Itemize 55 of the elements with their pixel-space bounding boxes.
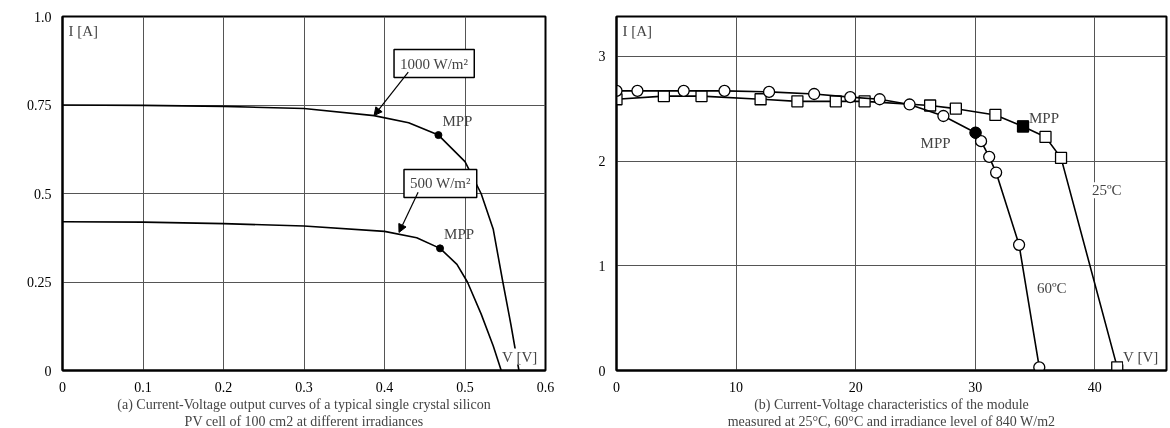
annotation: 1000 W/m² — [400, 55, 469, 72]
y-tick-label: 0.5 — [34, 186, 52, 202]
x-tick-label: 0.2 — [214, 379, 233, 395]
x-tick-label: 20 — [848, 379, 863, 395]
x-tick-label: 0 — [613, 379, 620, 395]
y-tick-label: 1.0 — [34, 9, 52, 25]
point — [718, 84, 731, 97]
point — [923, 99, 937, 112]
y-tick-label: 0.75 — [27, 98, 52, 113]
point — [1111, 361, 1124, 371]
x-axis-title: V [V] — [502, 348, 538, 365]
point — [762, 85, 776, 99]
point — [791, 95, 804, 108]
y-tick-label: 2 — [598, 154, 606, 170]
y-tick-label: 0.25 — [27, 275, 52, 290]
x-tick-label: 0.5 — [456, 379, 474, 395]
y-axis-title: I [A] — [68, 22, 99, 39]
x-tick-label: 10 — [729, 379, 744, 395]
point — [677, 84, 690, 97]
point — [903, 98, 916, 111]
x-tick-label: 0 — [59, 379, 66, 395]
x-tick-label: 0.1 — [134, 379, 152, 395]
y-tick-label: 3 — [598, 49, 606, 65]
point — [873, 93, 886, 106]
y-axis-title: I [A] — [622, 22, 653, 39]
point — [989, 166, 1003, 179]
x-tick-label: 0.3 — [295, 379, 313, 395]
point — [807, 87, 821, 101]
text: (a) Current-Voltage output curves of a typical single crystal silicon PV cell of 100 cm2 at different irradiances — [117, 396, 491, 428]
y-tick-label: 0 — [598, 363, 606, 379]
y-tick-label: 0 — [44, 363, 52, 379]
point — [1033, 361, 1046, 371]
point — [983, 150, 996, 163]
point — [631, 84, 644, 97]
annotation: MPP — [1029, 110, 1060, 127]
point — [937, 109, 950, 123]
point — [754, 93, 767, 106]
point — [949, 102, 962, 115]
annotation: MPP — [920, 134, 951, 151]
x-tick-label: 0.6 — [536, 379, 555, 395]
point — [1012, 238, 1026, 251]
y-tick-label: 1 — [598, 258, 606, 274]
point — [989, 108, 1002, 122]
annotation: 60ºC — [1036, 279, 1067, 296]
x-axis-title: V [V] — [1123, 348, 1159, 365]
point — [844, 91, 857, 104]
annotation: 25ºC — [1091, 182, 1122, 199]
x-tick-label: 0.4 — [375, 379, 394, 395]
x-tick-label: 30 — [968, 379, 983, 395]
text: (b) Current-Voltage characteristics of the module measured at 25°C, 60°C and irradiance level of 840 W/m2 — [727, 396, 1056, 428]
point — [974, 134, 988, 148]
annotation: 500 W/m² — [409, 175, 471, 192]
point — [1039, 130, 1052, 144]
x-tick-label: 40 — [1087, 379, 1102, 395]
point — [1054, 151, 1068, 165]
